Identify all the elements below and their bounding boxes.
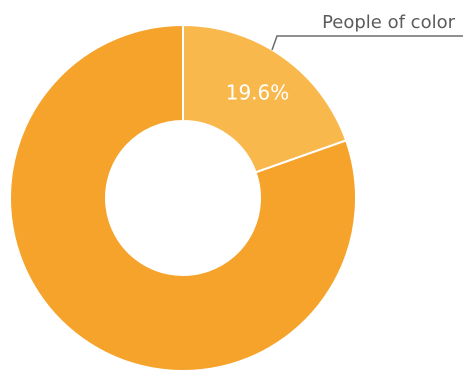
callout-leader-line-0 — [271, 35, 463, 51]
slice-value-label-0: 19.6% — [226, 81, 290, 105]
donut-slice-0 — [182, 23, 348, 174]
callouts-group: People of color — [271, 12, 463, 51]
donut-slice-1 — [9, 23, 357, 372]
labels-group: 19.6% — [226, 81, 290, 105]
slices-group — [9, 23, 357, 372]
callout-label-0: People of color — [322, 12, 456, 33]
